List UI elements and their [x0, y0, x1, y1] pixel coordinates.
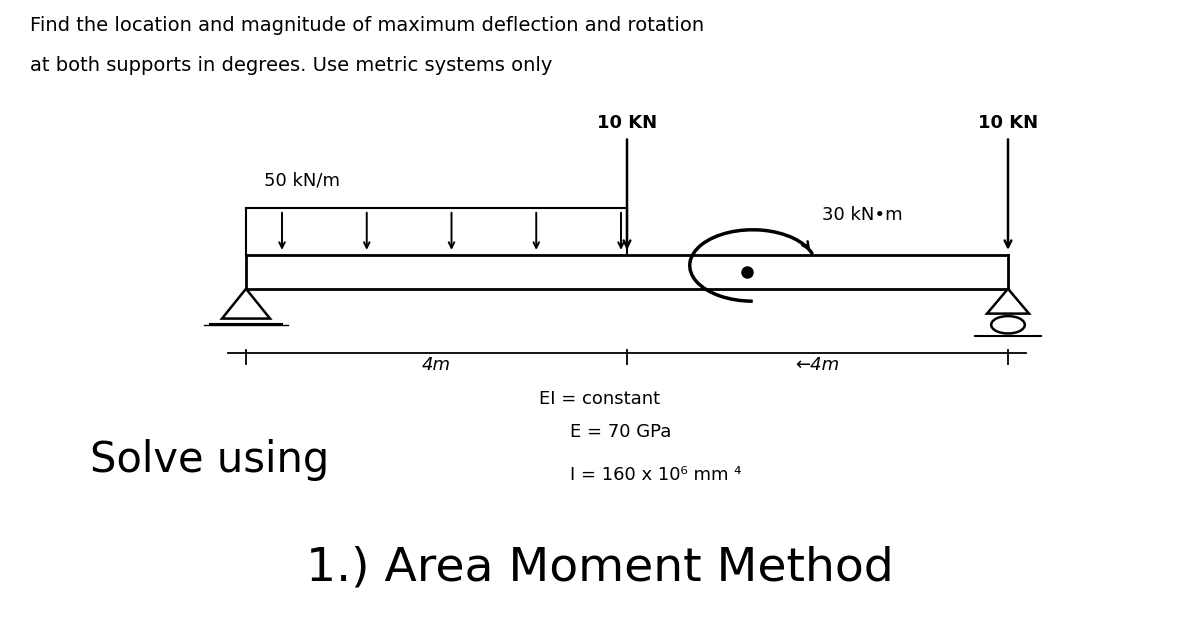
Text: ←4m: ←4m — [796, 356, 840, 374]
Text: Find the location and magnitude of maximum deflection and rotation: Find the location and magnitude of maxim… — [30, 16, 704, 35]
Text: 50 kN/m: 50 kN/m — [264, 171, 340, 189]
Text: at both supports in degrees. Use metric systems only: at both supports in degrees. Use metric … — [30, 56, 552, 75]
Text: I = 160 x 10⁶ mm ⁴: I = 160 x 10⁶ mm ⁴ — [570, 466, 742, 484]
Text: 4m: 4m — [422, 356, 451, 374]
Text: 10 KN: 10 KN — [978, 114, 1038, 132]
Text: EI = constant: EI = constant — [540, 390, 660, 408]
Text: 30 kN•m: 30 kN•m — [822, 206, 902, 224]
Text: E = 70 GPa: E = 70 GPa — [570, 423, 671, 440]
Text: 1.) Area Moment Method: 1.) Area Moment Method — [306, 546, 894, 591]
Text: Solve using: Solve using — [90, 438, 329, 481]
Text: 10 KN: 10 KN — [596, 114, 658, 132]
